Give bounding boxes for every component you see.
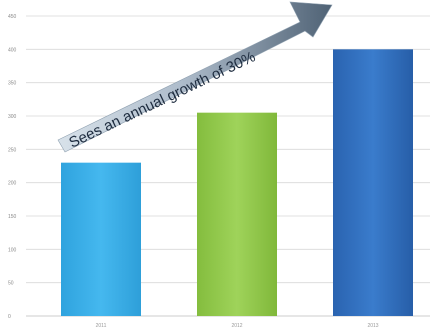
y-tick-label: 400 (8, 47, 17, 53)
growth-annotation: Sees an annual growth of 30% (57, 1, 333, 153)
x-tick-label: 2012 (231, 323, 242, 329)
y-tick-label: 150 (8, 214, 17, 220)
bars (61, 49, 413, 317)
y-tick-label: 350 (8, 81, 17, 87)
y-tick-label: 250 (8, 147, 17, 153)
y-tick-label: 0 (8, 314, 11, 320)
x-tick-label: 2013 (367, 323, 378, 329)
y-tick-label: 100 (8, 247, 17, 253)
x-axis-labels: 2011 2012 2013 (96, 323, 379, 329)
bar-2013 (333, 49, 413, 316)
y-tick-label: 200 (8, 181, 17, 187)
y-tick-label: 300 (8, 114, 17, 120)
y-tick-label: 450 (8, 14, 17, 20)
y-axis-ticks: 0 50 100 150 200 250 300 350 400 450 (8, 14, 17, 320)
y-tick-label: 50 (8, 281, 14, 287)
bar-2011 (61, 162, 141, 316)
bar-2012 (197, 112, 277, 317)
growth-arrow (57, 1, 333, 153)
x-tick-label: 2011 (96, 323, 107, 329)
